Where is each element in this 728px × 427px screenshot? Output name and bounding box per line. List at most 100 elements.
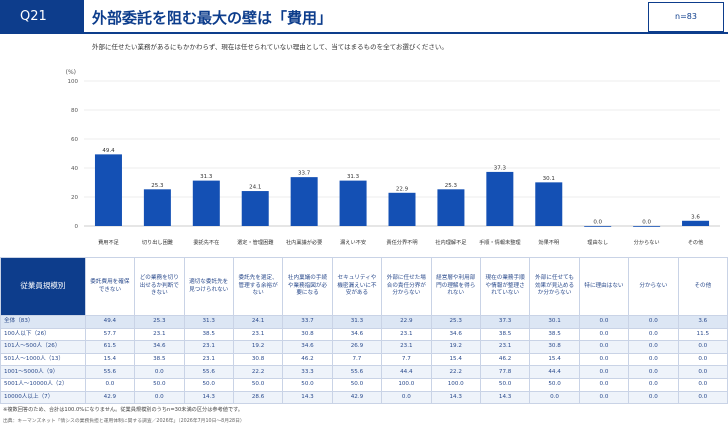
table-cell: 14.3: [479, 390, 531, 405]
table-cell: 34.6: [331, 327, 383, 342]
data-label: 22.9: [396, 186, 409, 192]
category-label: 漏えい不安: [340, 238, 366, 246]
data-label: 0.0: [642, 220, 651, 226]
footnote-note: ※複数回答のため、合計は100.0%になりません。従業員規模別のうちn=30未満…: [3, 407, 243, 413]
bar-7: [388, 192, 416, 226]
table-cell: 33.7: [282, 315, 333, 329]
table-cell: 26.9: [331, 340, 383, 354]
table-cell: 50.0: [134, 377, 185, 392]
bar-3: [192, 180, 220, 226]
table-cell: 28.6: [232, 390, 284, 405]
column-header: 特に理由はない: [578, 257, 630, 316]
table-cell: 0.0: [578, 315, 630, 329]
category-label: 切り出し困難: [142, 238, 173, 246]
header-bar: Q21 外部委託を阻む最大の壁は「費用」 n=83: [0, 0, 728, 34]
table-cell: 0.0: [578, 377, 630, 392]
category-label: 責任分界不明: [386, 238, 417, 246]
category-label: 社内理解不足: [435, 238, 466, 246]
bar-9: [486, 171, 514, 226]
table-cell: 15.4: [529, 352, 580, 367]
page-title: 外部委託を阻む最大の壁は「費用」: [92, 9, 333, 27]
table-cell: 7.7: [331, 352, 383, 367]
category-label: 委託先不在: [193, 238, 219, 246]
table-cell: 0.0: [529, 390, 580, 405]
table-cell: 23.1: [232, 327, 284, 342]
data-label: 30.1: [543, 176, 555, 182]
data-label: 31.3: [200, 174, 213, 180]
column-header: 外部に任せた場合の責任分界が分からない: [381, 257, 432, 316]
table-cell: 15.4: [84, 352, 136, 367]
row-label: 5001人～10000人（2）: [0, 377, 86, 392]
table-cell: 23.1: [381, 340, 432, 354]
table-body: 全体（83） 49.4 25.3 31.3 24.1 33.7 31.3 22.9 25.3 37…: [0, 315, 728, 405]
table-cell: 0.0: [578, 365, 630, 379]
row-label: 101人～500人（26）: [0, 340, 86, 354]
table-cell: 0.0: [628, 327, 679, 342]
table-cell: 0.0: [381, 390, 432, 405]
question-number-badge: Q21: [0, 0, 84, 34]
table-cell: 30.1: [529, 315, 580, 329]
bar-4: [241, 191, 269, 226]
table-cell: 77.8: [479, 365, 531, 379]
y-tick-label: 60: [71, 137, 78, 143]
row-label: 1001～5000人（9）: [0, 365, 86, 379]
category-label: 理由なし: [587, 238, 608, 246]
table-cell: 0.0: [134, 390, 185, 405]
column-header: 委託先を選定、管理する余裕がない: [232, 257, 284, 316]
table-cell: 0.0: [677, 365, 728, 379]
y-tick-label: 0: [75, 224, 79, 230]
table-row: 10000人以上（7） 42.9 0.0 14.3 28.6 14.3 42.9 0.0 14.…: [0, 390, 728, 405]
sample-size-box: n=83: [648, 2, 724, 32]
table-cell: 0.0: [578, 390, 630, 405]
table-cell: 15.4: [430, 352, 481, 367]
row-label: 10000人以上（7）: [0, 390, 86, 405]
table-cell: 30.8: [282, 327, 333, 342]
table-cell: 50.0: [479, 377, 531, 392]
table-row: 101人～500人（26） 61.5 34.6 23.1 19.2 34.6 26.9 23.…: [0, 340, 728, 354]
bar-10: [535, 182, 563, 226]
table-cell: 30.8: [232, 352, 284, 367]
table-cell: 11.5: [677, 327, 728, 342]
table-cell: 25.3: [134, 315, 185, 329]
category-label: 効果不明: [538, 238, 559, 246]
y-tick-label: 100: [68, 79, 79, 85]
y-unit-label: (%): [66, 69, 76, 76]
table-cell: 30.8: [529, 340, 580, 354]
table-row: 1001～5000人（9） 55.6 0.0 55.6 22.2 33.3 55.6 44.4…: [0, 365, 728, 379]
table-cell: 0.0: [578, 340, 630, 354]
table-cell: 25.3: [430, 315, 481, 329]
data-label: 37.3: [494, 165, 507, 171]
table-cell: 100.0: [430, 377, 481, 392]
bar-8: [437, 189, 465, 226]
table-cell: 0.0: [628, 340, 679, 354]
bar-5: [290, 177, 318, 226]
table-cell: 14.3: [183, 390, 234, 405]
table-cell: 33.3: [282, 365, 333, 379]
bar-13: [682, 220, 710, 226]
bar-12: [633, 226, 661, 227]
bar-1: [94, 154, 122, 226]
table-cell: 38.5: [529, 327, 580, 342]
table-cell: 50.0: [232, 377, 284, 392]
column-header: どの業務を切り出せるか判断できない: [134, 257, 185, 316]
table-cell: 23.1: [381, 327, 432, 342]
table-corner-label: 従業員規模別: [0, 257, 86, 316]
table-cell: 22.2: [232, 365, 284, 379]
breakdown-table: 従業員規模別 委託費用を確保できない どの業務を切り出せるか判断できない 適切な委託先…: [0, 257, 728, 405]
column-header: その他: [677, 257, 728, 316]
data-label: 0.0: [593, 220, 602, 226]
category-label: 費用不足: [98, 238, 119, 246]
row-label: 501人～1000人（13）: [0, 352, 86, 367]
table-cell: 0.0: [677, 340, 728, 354]
table-cell: 44.4: [381, 365, 432, 379]
table-cell: 23.1: [479, 340, 531, 354]
column-header: 経営層や利用部門の理解を得られない: [430, 257, 481, 316]
table-cell: 0.0: [134, 365, 185, 379]
row-label: 全体（83）: [0, 315, 86, 329]
table-cell: 23.1: [183, 340, 234, 354]
table-cell: 46.2: [282, 352, 333, 367]
table-cell: 19.2: [430, 340, 481, 354]
table-cell: 0.0: [628, 377, 679, 392]
data-label: 3.6: [691, 214, 700, 220]
table-cell: 14.3: [430, 390, 481, 405]
